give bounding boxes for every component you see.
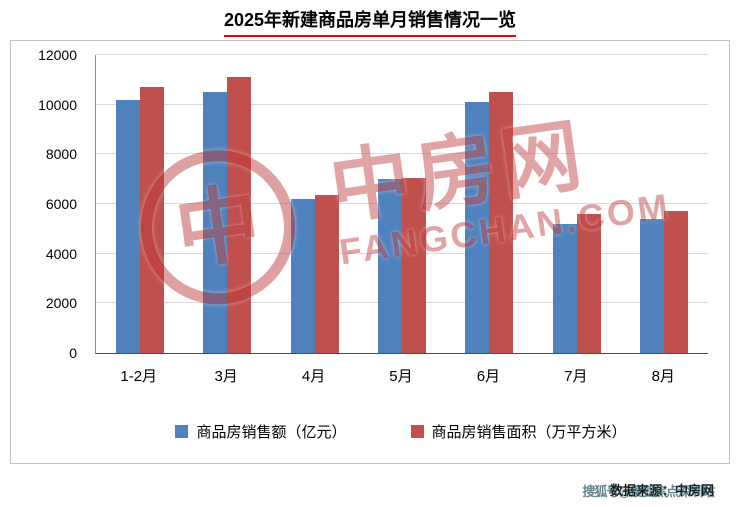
bar-series-1: [552, 223, 577, 353]
y-tick-label: 2000: [45, 295, 77, 312]
legend-marker: [175, 425, 189, 438]
x-tick-label: 7月: [564, 368, 588, 385]
bar-group: [358, 55, 445, 353]
x-tick-label: 1-2月: [120, 368, 158, 385]
gridline: [96, 153, 708, 155]
bar-series-2: [664, 211, 689, 353]
bar-series-2: [139, 87, 164, 353]
plot-area: [95, 54, 708, 354]
bar-group: [446, 55, 533, 353]
source-watermark-overlay: 搜狐号@搜狐焦点深圳站: [582, 484, 715, 499]
chart-container: 0 2000 4000 6000 8000 10000 12000 1-2月 3月 4月 5月 6月…: [10, 40, 730, 464]
x-tick-label: 3月: [214, 368, 238, 385]
y-tick-label: 12000: [38, 47, 77, 63]
x-tick-label: 6月: [476, 368, 501, 385]
title-bar: 2025年新建商品房单月销售情况一览: [0, 6, 740, 37]
bar-series-area: [96, 55, 708, 353]
legend-item: 商品房销售额（亿元）: [175, 421, 347, 442]
bar-series-2: [489, 92, 514, 353]
y-tick-label: 4000: [45, 245, 77, 262]
legend-label: 商品房销售面积（万平方米）: [431, 424, 627, 441]
y-axis: 0 2000 4000 6000 8000 10000 12000: [11, 47, 87, 361]
x-tick-label: 8月: [651, 368, 675, 385]
bar-group: [533, 55, 620, 353]
legend-label: 商品房销售额（亿元）: [196, 424, 347, 441]
bar-series-1: [640, 218, 665, 353]
x-axis: 1-2月 3月 4月 5月 6月 7月 8月: [95, 365, 707, 386]
bar-series-1: [290, 199, 315, 353]
legend-item: 商品房销售面积（万平方米）: [410, 421, 627, 442]
bar-group: [183, 55, 270, 353]
x-tick-label: 5月: [389, 368, 413, 385]
bar-series-1: [377, 179, 402, 353]
bar-group: [96, 55, 183, 353]
source-note: 数据来源：中房网 搜狐号@搜狐焦点深圳站: [582, 480, 715, 499]
bar-series-1: [465, 102, 490, 353]
gridline: [96, 54, 708, 55]
y-tick-label: 6000: [45, 196, 77, 212]
legend: 商品房销售额（亿元） 商品房销售面积（万平方米）: [95, 421, 707, 442]
page-title: 2025年新建商品房单月销售情况一览: [223, 6, 517, 37]
y-tick-label: 0: [69, 345, 77, 361]
bar-group: [271, 55, 358, 353]
source-label: 数据来源：中房网: [609, 483, 714, 498]
bar-series-2: [401, 177, 426, 353]
bar-series-1: [115, 99, 140, 353]
bar-series-2: [314, 195, 339, 353]
bar-group: [621, 55, 708, 353]
y-tick-label: 10000: [38, 96, 77, 113]
bar-series-2: [227, 77, 252, 353]
bar-series-1: [203, 92, 228, 353]
gridline: [96, 103, 708, 105]
x-tick-label: 4月: [301, 368, 326, 385]
bar-series-2: [576, 213, 601, 353]
y-tick-label: 8000: [45, 146, 77, 163]
legend-marker: [410, 425, 424, 438]
